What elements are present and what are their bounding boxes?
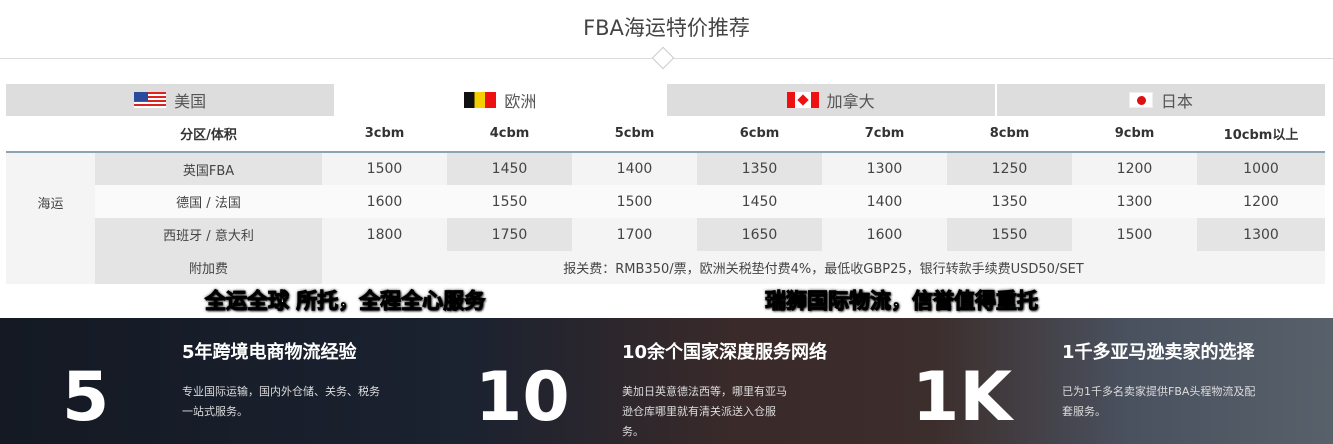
belgium-flag-icon xyxy=(464,92,497,108)
stat-heading: 1千多亚马逊卖家的选择 xyxy=(1062,342,1255,363)
row-label: 德国 / 法国 xyxy=(95,185,322,218)
caption-right: 瑞狮国际物流，信誉值得重托 xyxy=(765,289,1039,314)
price-cell: 1550 xyxy=(947,218,1072,251)
stat-number: 10 xyxy=(475,358,570,437)
column-header: 6cbm xyxy=(697,116,822,153)
japan-flag-icon xyxy=(1128,92,1153,108)
price-cell: 1450 xyxy=(447,152,572,185)
stat-number: 5 xyxy=(62,358,110,437)
price-cell: 1800 xyxy=(322,218,447,251)
header-blank xyxy=(6,116,95,153)
stat-heading: 5年跨境电商物流经验 xyxy=(182,342,357,363)
price-cell: 1300 xyxy=(1197,218,1325,251)
tab-label: 美国 xyxy=(174,92,207,111)
column-header: 3cbm xyxy=(322,116,447,153)
price-cell: 1700 xyxy=(572,218,697,251)
blank-cell xyxy=(6,251,95,284)
tab-label: 欧洲 xyxy=(504,92,537,111)
price-cell: 1500 xyxy=(1072,218,1197,251)
region-tabs: 美国 欧洲 加拿大 日本 xyxy=(6,84,1325,116)
canada-flag-icon xyxy=(786,92,819,108)
price-cell: 1500 xyxy=(322,152,447,185)
price-cell: 1400 xyxy=(822,185,947,218)
column-header: 7cbm xyxy=(822,116,947,153)
tab-label: 加拿大 xyxy=(826,92,875,111)
stat-heading: 10余个国家深度服务网络 xyxy=(622,342,828,363)
tab-label: 日本 xyxy=(1160,92,1193,111)
price-cell: 1000 xyxy=(1197,152,1325,185)
price-cell: 1450 xyxy=(697,185,822,218)
row-label: 西班牙 / 意大利 xyxy=(95,218,322,251)
table-header: 分区/体积 3cbm 4cbm 5cbm 6cbm 7cbm 8cbm 9cbm… xyxy=(6,116,1325,153)
group-label: 海运 xyxy=(6,152,95,251)
price-cell: 1500 xyxy=(572,185,697,218)
price-cell: 1250 xyxy=(947,152,1072,185)
stats-banner: 5 5年跨境电商物流经验 专业国际运输，国内外仓储、关务、税务一站式服务。 10… xyxy=(0,318,1333,444)
column-header: 分区/体积 xyxy=(95,116,322,153)
tab-canada[interactable]: 加拿大 xyxy=(666,84,995,116)
price-cell: 1350 xyxy=(697,152,822,185)
diamond-ornament xyxy=(651,46,675,70)
column-header: 9cbm xyxy=(1072,116,1197,153)
price-table: 分区/体积 3cbm 4cbm 5cbm 6cbm 7cbm 8cbm 9cbm… xyxy=(6,116,1325,284)
column-header: 10cbm以上 xyxy=(1197,116,1325,153)
table-row: 西班牙 / 意大利 1800 1750 1700 1650 1600 1550 1500 130… xyxy=(6,218,1325,251)
price-cell: 1200 xyxy=(1072,152,1197,185)
price-cell: 1750 xyxy=(447,218,572,251)
column-header: 8cbm xyxy=(947,116,1072,153)
price-cell: 1200 xyxy=(1197,185,1325,218)
stat-desc: 美加日英意德法西等，哪里有亚马逊仓库哪里就有清关派送入仓服务。 xyxy=(622,385,787,438)
stat-desc: 专业国际运输，国内外仓储、关务、税务一站式服务。 xyxy=(182,385,380,418)
caption-left: 全运全球 所托，全程全心服务 xyxy=(204,289,486,314)
price-cell: 1600 xyxy=(822,218,947,251)
price-cell: 1600 xyxy=(322,185,447,218)
tab-europe[interactable]: 欧洲 xyxy=(336,84,665,116)
price-cell: 1550 xyxy=(447,185,572,218)
page-title: FBA海运特价推荐 xyxy=(583,16,750,40)
column-header: 5cbm xyxy=(572,116,697,153)
column-header: 4cbm xyxy=(447,116,572,153)
stat-desc: 已为1千多名卖家提供FBA头程物流及配套服务。 xyxy=(1062,385,1256,418)
us-flag-icon xyxy=(134,92,167,108)
surcharge-label: 附加费 xyxy=(95,251,322,284)
stat-number: 1K xyxy=(912,358,1013,437)
price-cell: 1350 xyxy=(947,185,1072,218)
price-cell: 1300 xyxy=(1072,185,1197,218)
surcharge-row: 附加费 报关费：RMB350/票，欧洲关税垫付费4%，最低收GBP25，银行转款手… xyxy=(6,251,1325,284)
surcharge-text: 报关费：RMB350/票，欧洲关税垫付费4%，最低收GBP25，银行转款手续费U… xyxy=(322,251,1325,284)
price-cell: 1400 xyxy=(572,152,697,185)
table-row: 德国 / 法国 1600 1550 1500 1450 1400 1350 1300 1200 xyxy=(6,185,1325,218)
row-label: 英国FBA xyxy=(95,152,322,185)
table-row: 海运 英国FBA 1500 1450 1400 1350 1300 1250 1200 1000 xyxy=(6,152,1325,251)
tab-usa[interactable]: 美国 xyxy=(6,84,335,116)
tab-japan[interactable]: 日本 xyxy=(996,84,1325,116)
price-cell: 1650 xyxy=(697,218,822,251)
price-cell: 1300 xyxy=(822,152,947,185)
